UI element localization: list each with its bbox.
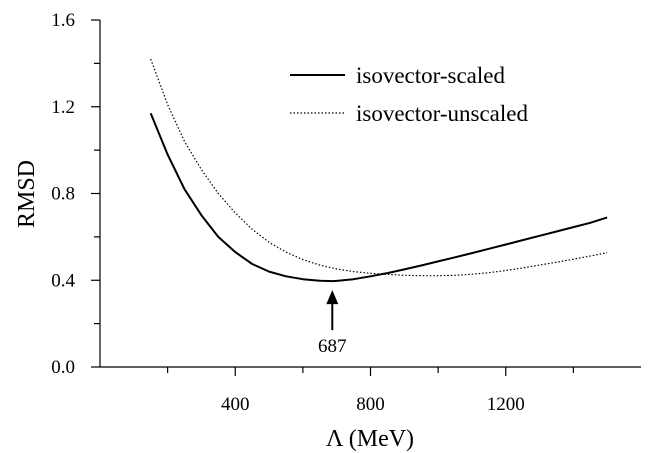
x-tick-label-400: 400 [221,394,250,415]
x-tick-label-1200: 1200 [487,394,525,415]
legend-label-isovector-unscaled: isovector-unscaled [356,101,528,126]
legend-label-isovector-scaled: isovector-scaled [356,63,505,88]
x-tick-label-800: 800 [356,394,385,415]
x-axis-title: Λ (MeV) [326,426,414,452]
axis-ticks [91,19,574,376]
y-tick-label-1.6: 1.6 [51,10,75,31]
tick-labels: 400 800 1200 0.0 0.4 0.8 1.2 1.6 [51,10,525,415]
annotation-label: 687 [318,336,347,357]
minimum-annotation: 687 [318,290,347,357]
y-tick-label-1.2: 1.2 [51,97,75,118]
data-series [149,58,608,283]
y-tick-label-0.4: 0.4 [51,270,75,291]
annotation-arrow-head [326,290,339,305]
y-tick-label-0.0: 0.0 [51,357,75,378]
legend: isovector-scaled isovector-unscaled [290,63,528,126]
y-tick-label-0.8: 0.8 [51,184,75,205]
y-axis-title: RMSD [14,160,40,228]
series-line-isovector-scaled [149,112,608,283]
series-line-isovector-unscaled [150,58,608,277]
